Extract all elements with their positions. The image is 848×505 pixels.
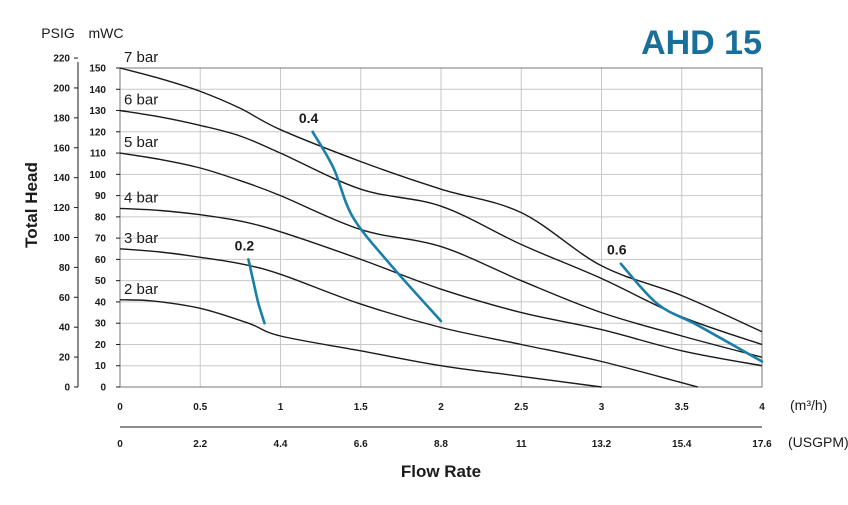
x-tick-label: 4 — [759, 402, 765, 413]
pressure-curve-line — [119, 152, 763, 358]
psig-tick-label: 180 — [53, 113, 70, 124]
pressure-curve-line — [119, 248, 698, 388]
pressure-curve-label: 7 bar — [124, 49, 158, 66]
x-tick-label: 2.5 — [514, 402, 528, 413]
x-axis-m3h: 0 0.5 1 1.5 2 2.5 3 3.5 4 — [117, 402, 765, 413]
pressure-curve-line — [119, 207, 763, 367]
psig-tick-label: 80 — [59, 263, 71, 274]
mwc-tick-label: 10 — [95, 361, 107, 372]
x2-tick-label: 15.4 — [672, 439, 692, 450]
mwc-tick-label: 70 — [95, 234, 107, 245]
x2-tick-label: 4.4 — [274, 439, 288, 450]
mwc-tick-label: 130 — [89, 106, 106, 117]
pressure-curve-label: 6 bar — [124, 92, 158, 109]
mwc-tick-label: 100 — [89, 170, 106, 181]
air-consumption-curves: 0.2 0.4 0.6 — [235, 110, 764, 363]
mwc-tick-label: 150 — [89, 64, 106, 75]
mwc-tick-label: 140 — [89, 85, 106, 96]
x-axis-title: Flow Rate — [401, 462, 481, 481]
pressure-curve-line — [119, 299, 602, 388]
psig-tick-label: 40 — [59, 323, 71, 334]
mwc-tick-label: 60 — [95, 255, 107, 266]
y-axis-title: Total Head — [22, 162, 41, 248]
psig-tick-label: 120 — [53, 203, 70, 214]
mwc-tick-label: 20 — [95, 340, 107, 351]
x-tick-label: 1.5 — [354, 402, 368, 413]
air-consumption-label: 0.6 — [607, 242, 627, 258]
mwc-axis: 0 10 20 30 40 50 60 70 80 90 100 110 120 130 140 150 — [89, 64, 120, 394]
pressure-curve-label: 4 bar — [124, 189, 158, 206]
psig-tick-label: 200 — [53, 83, 70, 94]
pressure-curve-line — [119, 109, 763, 346]
mwc-tick-label: 110 — [90, 149, 107, 160]
psig-tick-label: 100 — [53, 233, 70, 244]
pressure-curve-line — [119, 67, 763, 333]
psig-tick-label: 160 — [53, 143, 70, 154]
pressure-curves: 2 bar 3 bar 4 bar 5 bar 6 bar 7 bar — [119, 49, 763, 388]
y-unit-mwc: mWC — [89, 25, 124, 41]
mwc-tick-label: 40 — [95, 297, 107, 308]
psig-tick-label: 220 — [53, 54, 70, 65]
x2-tick-label: 8.8 — [434, 439, 448, 450]
x-tick-label: 3.5 — [675, 402, 689, 413]
y-unit-psig: PSIG — [41, 25, 74, 41]
x-tick-label: 2 — [438, 402, 444, 413]
x-tick-label: 0 — [117, 402, 123, 413]
mwc-tick-label: 80 — [95, 212, 107, 223]
mwc-tick-label: 30 — [95, 319, 107, 330]
x2-tick-label: 11 — [516, 439, 527, 450]
mwc-tick-label: 50 — [95, 276, 107, 287]
x-axis-usgpm: 0 2.2 4.4 6.6 8.8 11 13.2 15.4 17.6 — [117, 439, 772, 450]
air-consumption-line — [247, 258, 266, 325]
mwc-tick-label: 90 — [95, 191, 107, 202]
psig-tick-label: 60 — [59, 293, 71, 304]
x-unit-m3h: (m³/h) — [790, 397, 827, 413]
x-tick-label: 0.5 — [193, 402, 207, 413]
x2-tick-label: 0 — [117, 439, 123, 450]
air-consumption-label: 0.4 — [299, 110, 319, 126]
x2-tick-label: 13.2 — [592, 439, 612, 450]
psig-axis: 0 20 40 60 80 100 120 140 160 180 200 220 — [53, 54, 79, 394]
x2-tick-label: 2.2 — [193, 439, 207, 450]
chart-title: AHD 15 — [641, 24, 762, 62]
x-unit-usgpm: (USGPM) — [788, 434, 848, 450]
mwc-tick-label: 120 — [89, 127, 106, 138]
air-consumption-line — [311, 130, 443, 323]
mwc-tick-label: 0 — [100, 383, 106, 394]
x2-tick-label: 6.6 — [354, 439, 368, 450]
air-consumption-label: 0.2 — [235, 237, 255, 253]
x2-tick-label: 17.6 — [752, 439, 772, 450]
grid — [120, 68, 762, 387]
air-consumption-line — [619, 262, 764, 363]
psig-tick-label: 140 — [53, 173, 70, 184]
pressure-curve-label: 3 bar — [124, 230, 158, 247]
pressure-curve-label: 5 bar — [124, 134, 158, 151]
x-tick-label: 3 — [599, 402, 605, 413]
psig-tick-label: 0 — [64, 383, 70, 394]
x-tick-label: 1 — [278, 402, 284, 413]
psig-tick-label: 20 — [59, 353, 71, 364]
pressure-curve-label: 2 bar — [124, 281, 158, 298]
plot-frame — [119, 67, 763, 388]
